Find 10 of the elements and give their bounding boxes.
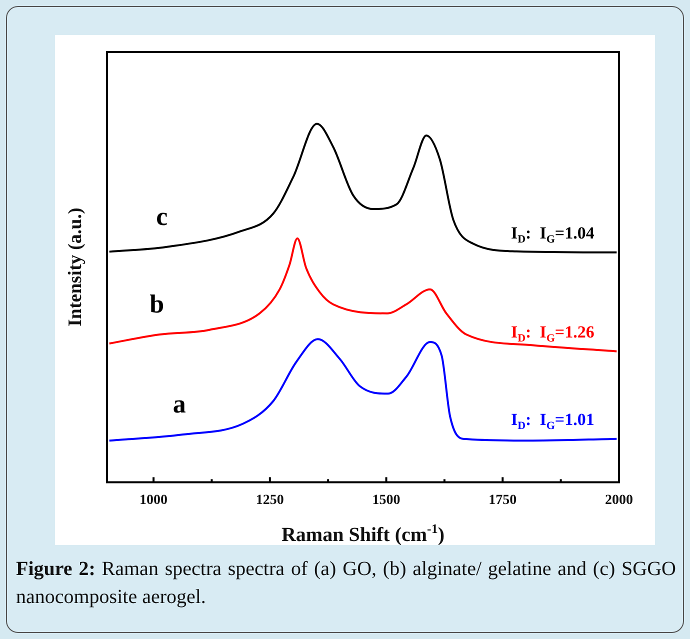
x-tick-label: 2000 bbox=[605, 493, 633, 508]
x-tick-label: 1750 bbox=[488, 493, 517, 508]
x-tick-label: 1250 bbox=[256, 493, 284, 508]
caption: Figure 2: Raman spectra spectra of (a) GO, (b) alginate/ gelatine and (c) SGGO nanocomposite aerogel. bbox=[16, 557, 676, 610]
x-tick-label: 1500 bbox=[372, 493, 400, 508]
series-label: a bbox=[172, 390, 186, 419]
x-tick-label: 1000 bbox=[140, 493, 168, 508]
series-label: b bbox=[150, 290, 164, 318]
series-label: c bbox=[156, 202, 168, 232]
y-axis-title: Intensity (a.u.) bbox=[65, 208, 86, 326]
